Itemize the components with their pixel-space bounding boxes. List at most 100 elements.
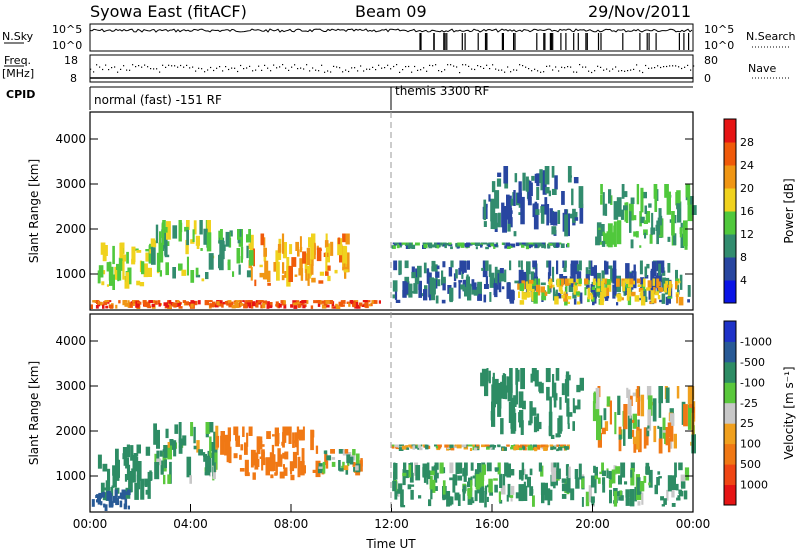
- velocity-cell: [680, 474, 686, 488]
- velocity-cell: [565, 371, 570, 397]
- velocity-cell: [654, 484, 658, 495]
- power-cell: [498, 278, 502, 293]
- velocity-cell: [548, 489, 553, 501]
- power-cell: [608, 189, 612, 204]
- power-cell: [482, 260, 488, 278]
- nsky-tick-top: 10^5: [52, 23, 82, 36]
- colorbar-frame: [723, 118, 737, 304]
- power-cell: [353, 300, 359, 303]
- power-cell: [616, 294, 620, 298]
- freq-point: [225, 66, 227, 68]
- velocity-cell: [518, 470, 524, 480]
- power-cell: [238, 229, 243, 247]
- colorbar-swatch: [724, 234, 736, 258]
- power-cell: [649, 301, 653, 304]
- power-cell: [156, 252, 161, 272]
- velocity-cell: [283, 467, 288, 476]
- freq-point: [444, 69, 446, 71]
- power-cell: [549, 208, 553, 223]
- freq-point: [618, 70, 620, 72]
- velocity-cell: [484, 491, 487, 508]
- velocity-cell: [97, 454, 102, 469]
- freq-point: [606, 68, 608, 70]
- velocity-cell: [446, 447, 450, 451]
- power-cell: [215, 303, 219, 308]
- freq-point: [174, 65, 176, 67]
- velocity-cell: [510, 496, 513, 502]
- power-cell: [135, 303, 140, 308]
- cpid-segment-themis: themis 3300 RF: [395, 84, 489, 98]
- power-cell: [306, 247, 311, 266]
- power-cell: [237, 303, 242, 307]
- power-cell: [521, 243, 525, 248]
- velocity-cell: [132, 469, 135, 475]
- freq-point: [663, 66, 665, 68]
- power-cell: [687, 188, 691, 205]
- freq-point: [270, 70, 272, 72]
- velocity-cell: [123, 503, 127, 510]
- power-cell: [249, 234, 254, 251]
- velocity-cell: [277, 448, 281, 465]
- velocity-cell: [640, 394, 645, 417]
- velocity-cell: [239, 454, 242, 460]
- colorbar-frame: [723, 320, 737, 506]
- power-cell: [602, 192, 605, 216]
- power-cell: [354, 303, 359, 309]
- velocity-cell: [623, 420, 626, 446]
- power-cell: [606, 231, 609, 247]
- freq-point: [609, 70, 611, 72]
- power-cell: [394, 286, 398, 300]
- power-cell: [129, 302, 133, 308]
- velocity-cell: [120, 493, 124, 499]
- power-cell: [605, 281, 608, 292]
- power-cell: [552, 287, 555, 301]
- power-cell: [181, 269, 187, 276]
- freq-point: [321, 64, 323, 66]
- power-cell: [195, 267, 199, 276]
- power-cell: [348, 302, 351, 307]
- power-cell: [316, 300, 320, 303]
- power-cell: [90, 304, 93, 309]
- power-cell: [166, 221, 171, 240]
- power-cell: [232, 271, 235, 277]
- velocity-cell: [509, 495, 514, 498]
- power-cell: [473, 286, 479, 296]
- freq-point: [438, 70, 440, 72]
- freq-point: [264, 64, 266, 66]
- freq-point: [282, 64, 284, 66]
- velocity-cell: [637, 396, 641, 416]
- velocity-cell: [687, 386, 693, 405]
- velocity-cell: [133, 453, 139, 457]
- velocity-cell: [669, 440, 673, 449]
- velocity-cell: [597, 432, 602, 448]
- power-cell: [592, 278, 596, 286]
- freq-point: [465, 64, 467, 66]
- velocity-cell: [604, 421, 609, 431]
- velocity-cell: [531, 368, 535, 381]
- power-cell: [392, 245, 396, 249]
- velocity-cell: [522, 446, 525, 450]
- power-cell: [289, 244, 293, 255]
- power-cell: [627, 288, 631, 297]
- power-cell: [556, 278, 560, 288]
- freq-point: [660, 66, 662, 69]
- power-cell: [248, 300, 253, 303]
- power-cell: [319, 271, 325, 276]
- power-cell: [518, 181, 522, 204]
- nsky-line: [89, 28, 693, 33]
- velocity-cell: [665, 387, 670, 403]
- power-cell: [633, 271, 637, 289]
- velocity-cell: [545, 368, 551, 383]
- velocity-cell: [687, 404, 693, 430]
- power-cell: [345, 233, 350, 245]
- freq-point: [669, 65, 671, 67]
- power-cell: [532, 203, 536, 218]
- velocity-cell: [486, 368, 489, 382]
- power-cell: [528, 244, 533, 248]
- power-cell: [190, 270, 195, 283]
- velocity-cell: [522, 400, 526, 410]
- velocity-cell: [560, 444, 564, 447]
- freq-point: [510, 71, 512, 73]
- power-cell: [402, 281, 407, 298]
- power-cell: [499, 273, 505, 282]
